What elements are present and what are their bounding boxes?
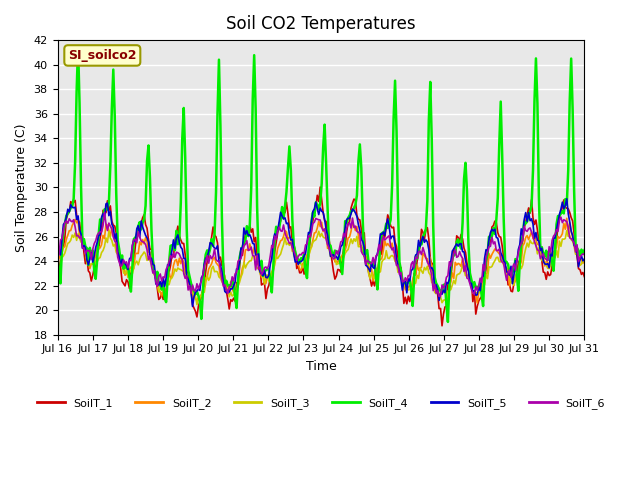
SoilT_4 <box>120 266 127 272</box>
Line: SoilT_4: SoilT_4 <box>58 46 584 322</box>
SoilT_6 <box>239 248 246 253</box>
Legend: SoilT_1, SoilT_2, SoilT_3, SoilT_4, SoilT_5, SoilT_6: SoilT_1, SoilT_2, SoilT_3, SoilT_4, Soil… <box>33 393 609 413</box>
SoilT_1 <box>580 274 588 280</box>
SoilT_1 <box>316 184 324 190</box>
SoilT_4 <box>444 319 452 325</box>
SoilT_4 <box>554 213 562 219</box>
Line: SoilT_5: SoilT_5 <box>58 199 584 306</box>
SoilT_3 <box>54 263 61 268</box>
SoilT_2 <box>284 236 292 241</box>
SoilT_5 <box>118 256 126 262</box>
SoilT_3 <box>580 259 588 264</box>
SoilT_6 <box>580 252 588 258</box>
SoilT_4 <box>285 144 293 149</box>
SoilT_2 <box>474 300 481 306</box>
SoilT_4 <box>239 244 246 250</box>
SoilT_6 <box>285 240 293 246</box>
SoilT_6 <box>554 228 562 234</box>
SoilT_2 <box>553 244 561 250</box>
SoilT_5 <box>563 196 571 202</box>
SoilT_5 <box>230 283 237 288</box>
SoilT_5 <box>580 256 588 262</box>
SoilT_1 <box>54 269 61 275</box>
SoilT_1 <box>211 232 218 238</box>
SoilT_6 <box>230 278 237 284</box>
SoilT_4 <box>230 281 237 287</box>
SoilT_6 <box>435 293 443 299</box>
SoilT_5 <box>553 227 561 232</box>
SoilT_3 <box>553 248 561 253</box>
SoilT_2 <box>54 259 61 264</box>
Title: Soil CO2 Temperatures: Soil CO2 Temperatures <box>226 15 416 33</box>
SoilT_6 <box>212 257 220 263</box>
Y-axis label: Soil Temperature (C): Soil Temperature (C) <box>15 123 28 252</box>
SoilT_1 <box>118 278 126 284</box>
SoilT_3 <box>212 268 220 274</box>
SoilT_4 <box>580 247 588 253</box>
SoilT_5 <box>54 245 61 251</box>
SoilT_3 <box>118 261 126 267</box>
Line: SoilT_3: SoilT_3 <box>58 231 584 305</box>
SoilT_6 <box>100 209 108 215</box>
SoilT_6 <box>120 257 127 263</box>
Line: SoilT_6: SoilT_6 <box>58 212 584 296</box>
SoilT_1 <box>228 299 236 304</box>
Line: SoilT_2: SoilT_2 <box>58 218 584 303</box>
SoilT_3 <box>563 228 571 234</box>
SoilT_1 <box>284 211 292 216</box>
SoilT_4 <box>212 190 220 195</box>
SoilT_1 <box>554 223 562 229</box>
SoilT_3 <box>193 302 201 308</box>
SoilT_6 <box>54 254 61 260</box>
X-axis label: Time: Time <box>305 360 337 373</box>
SoilT_3 <box>230 292 237 298</box>
SoilT_4 <box>54 255 61 261</box>
SoilT_2 <box>228 286 236 292</box>
SoilT_2 <box>580 259 588 265</box>
SoilT_5 <box>285 231 293 237</box>
SoilT_1 <box>438 323 446 329</box>
SoilT_3 <box>285 242 293 248</box>
SoilT_5 <box>189 303 196 309</box>
SoilT_3 <box>239 270 246 276</box>
SoilT_2 <box>118 264 126 270</box>
SoilT_2 <box>563 216 571 221</box>
Text: SI_soilco2: SI_soilco2 <box>68 49 136 62</box>
Line: SoilT_1: SoilT_1 <box>58 187 584 326</box>
SoilT_2 <box>237 273 245 279</box>
SoilT_5 <box>239 247 246 252</box>
SoilT_1 <box>237 247 245 252</box>
SoilT_5 <box>212 246 220 252</box>
SoilT_4 <box>74 43 82 49</box>
SoilT_2 <box>211 254 218 260</box>
